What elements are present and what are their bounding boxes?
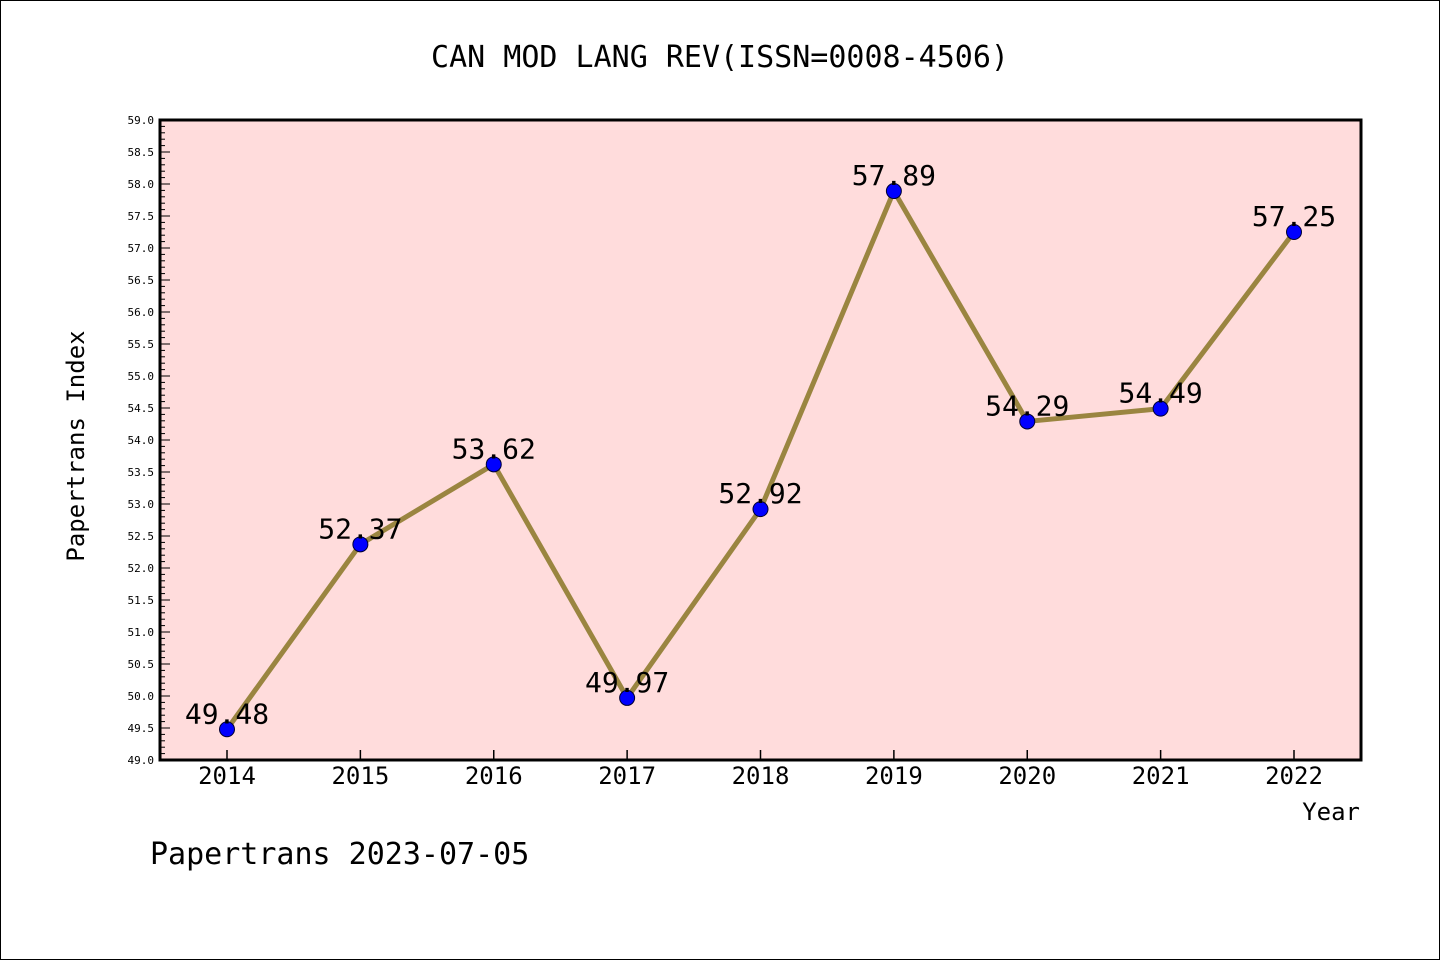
y-tick-label: 52.5 [128,530,155,543]
x-tick-label: 2015 [331,762,389,790]
x-tick-label: 2022 [1265,762,1323,790]
y-tick-label: 51.0 [128,626,155,639]
y-tick-label: 58.5 [128,146,155,159]
y-tick-label: 53.0 [128,498,155,511]
data-point [885,183,902,200]
x-tick-label: 2014 [198,762,256,790]
chart-title: CAN MOD LANG REV(ISSN=0008-4506) [431,40,1009,75]
x-tick-label: 2019 [865,762,923,790]
data-point [1152,400,1169,417]
y-tick-label: 53.5 [128,466,155,479]
x-tick-label: 2016 [465,762,523,790]
y-tick-label: 49.5 [128,722,155,735]
y-tick-label: 55.5 [128,338,155,351]
x-axis: 2014 2015 2016 2017 2018 2019 2020 2021 2022 [198,750,1323,790]
y-tick-label: 57.0 [128,242,155,255]
data-labels: 49.48 52.37 53.62 49.97 52.92 57.89 54.29 54.49… [185,159,1336,730]
y-tick-label: 52.0 [128,562,155,575]
y-tick-label: 54.5 [128,402,155,415]
data-label: 57.25 [1252,200,1336,233]
data-label: 54.29 [985,389,1069,422]
y-axis: 49.0 49.5 50.0 50.5 51.0 51.5 52.0 52.5 53.0 53.5… [128,114,170,767]
x-tick-label: 2017 [598,762,656,790]
data-point [752,501,769,518]
y-tick-label: 50.0 [128,690,155,703]
data-point [619,689,636,706]
data-point [219,721,235,738]
data-point [485,456,502,473]
y-tick-label: 56.5 [128,274,155,287]
x-tick-label: 2021 [1132,762,1190,790]
footer-stamp: Papertrans 2023-07-05 [150,837,529,872]
y-tick-label: 57.5 [128,210,155,223]
x-tick-label: 2020 [998,762,1056,790]
plot-area [158,118,1363,762]
y-tick-label: 56.0 [128,306,155,319]
data-markers [219,183,1302,738]
data-label: 54.49 [1118,377,1202,410]
data-point [1019,413,1036,430]
y-tick-label: 49.0 [128,754,155,767]
data-label: 49.97 [585,666,669,699]
y-tick-label: 50.5 [128,658,155,671]
y-tick-label: 58.0 [128,178,155,191]
data-label: 52.37 [318,512,402,545]
y-axis-label: Papertrans Index [62,330,90,561]
y-tick-label: 51.5 [128,594,155,607]
data-point [1286,224,1302,240]
y-tick-label: 55.0 [128,370,155,383]
data-label: 53.62 [452,432,536,465]
data-label: 49.48 [185,697,269,730]
data-label: 52.92 [718,477,802,510]
y-tick-label: 54.0 [128,434,155,447]
x-axis-label: Year [1302,798,1360,826]
y-tick-label: 59.0 [128,114,155,127]
data-label: 57.89 [852,159,936,192]
x-tick-label: 2018 [732,762,790,790]
data-point [352,536,369,553]
